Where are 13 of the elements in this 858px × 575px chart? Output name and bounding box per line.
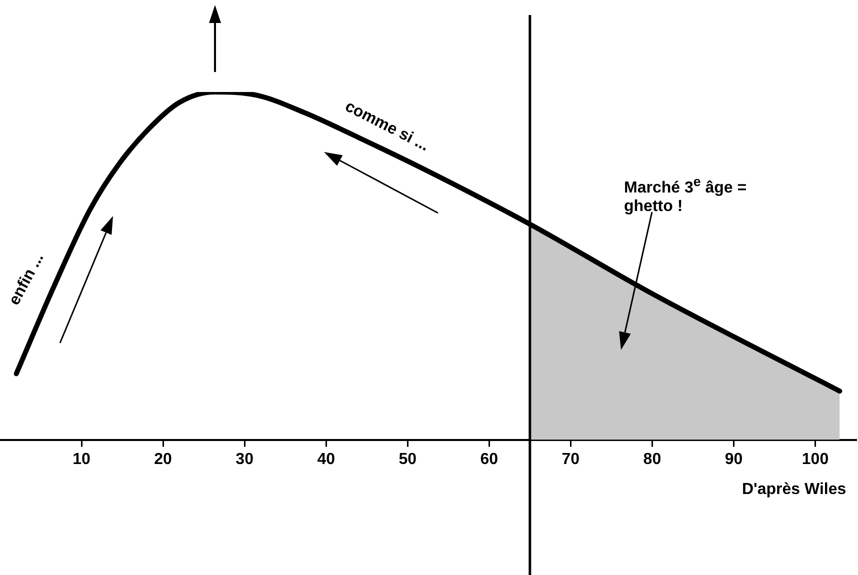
x-tick-label: 10 <box>72 450 91 468</box>
x-tick-label: 30 <box>236 450 254 468</box>
annotation: enfin ... <box>6 250 48 308</box>
x-tick-label: 60 <box>480 450 498 468</box>
text: D'après Wiles <box>742 481 846 499</box>
x-tick-label: 100 <box>802 450 829 468</box>
x-tick-label: 90 <box>724 450 743 468</box>
text: Marché 3$^{e}$ âge = ghetto ! <box>624 174 747 216</box>
x-tick-label: 70 <box>562 450 580 468</box>
x-tick-label: 80 <box>643 450 662 468</box>
x-tick-label: 50 <box>398 450 417 468</box>
x-tick-label: 20 <box>154 450 172 468</box>
x-tick-label: 40 <box>317 450 336 468</box>
